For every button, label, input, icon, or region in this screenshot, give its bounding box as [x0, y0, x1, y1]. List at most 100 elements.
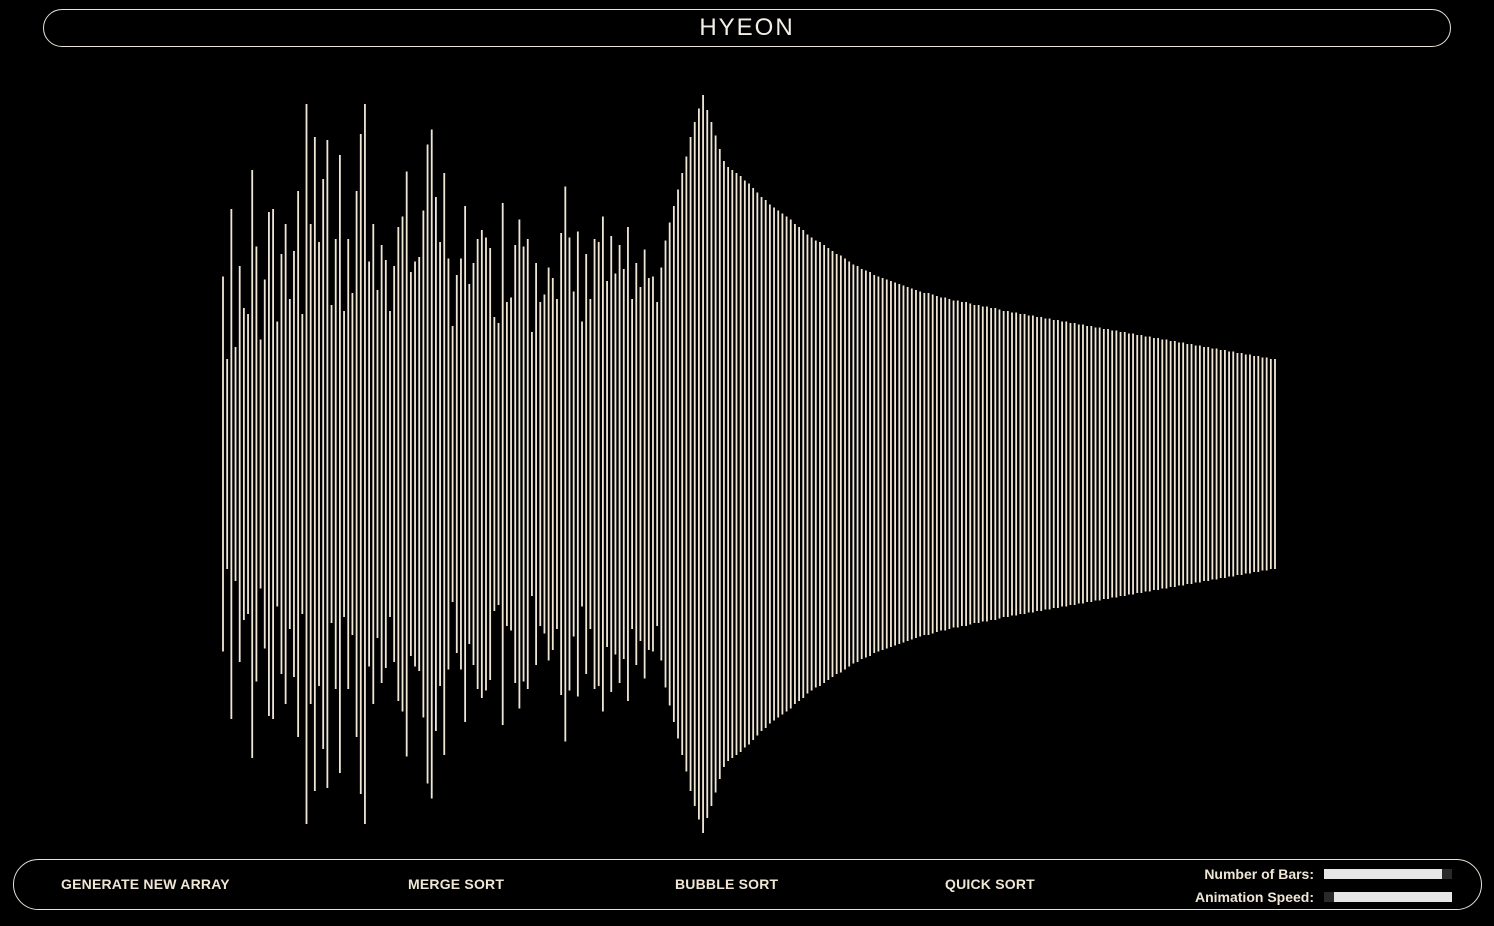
array-bar — [418, 257, 421, 671]
array-bar — [835, 254, 838, 674]
array-bar — [1215, 348, 1218, 580]
array-bar — [564, 186, 567, 742]
array-bar — [251, 170, 254, 758]
array-bar — [714, 135, 717, 793]
array-bar — [297, 191, 300, 737]
array-bar — [280, 254, 283, 674]
animation-speed-slider[interactable] — [1324, 892, 1452, 902]
array-bar — [501, 203, 504, 725]
array-bar — [940, 297, 942, 631]
array-bar — [272, 209, 274, 719]
array-bar — [810, 237, 813, 691]
array-bar — [505, 302, 508, 626]
array-bar — [589, 299, 592, 629]
array-bar — [222, 276, 224, 652]
array-bar — [952, 300, 955, 628]
array-bar — [1219, 350, 1222, 578]
array-bar — [877, 276, 880, 652]
array-bar — [1240, 353, 1243, 575]
array-bar — [660, 267, 663, 661]
array-bar — [1023, 314, 1026, 614]
number-of-bars-slider-fill — [1324, 869, 1442, 879]
array-bar — [430, 129, 433, 799]
array-bar — [743, 180, 746, 748]
array-bar — [568, 237, 571, 691]
bubble-sort-button[interactable]: BUBBLE SORT — [675, 876, 779, 892]
array-bar — [927, 293, 930, 635]
array-bar — [885, 279, 888, 649]
array-bar — [935, 296, 938, 632]
array-bar — [581, 321, 583, 607]
array-bar — [881, 278, 884, 650]
array-bar — [1082, 324, 1084, 604]
array-bar — [652, 276, 654, 652]
array-bar — [393, 266, 396, 662]
array-bar — [1119, 332, 1122, 596]
array-bar — [1136, 335, 1139, 593]
array-bar — [585, 254, 588, 674]
array-bar — [518, 219, 521, 709]
array-bar — [531, 332, 533, 596]
array-bar — [706, 110, 709, 818]
array-bar — [1036, 317, 1038, 611]
array-bar — [1006, 311, 1009, 617]
array-bar — [1207, 347, 1210, 581]
array-bar — [401, 216, 404, 712]
array-bar — [1269, 359, 1272, 569]
array-bar — [601, 216, 604, 712]
array-bar — [318, 242, 320, 686]
array-bar — [472, 263, 475, 665]
array-bar — [510, 297, 512, 631]
array-bar — [556, 299, 558, 629]
array-bar — [263, 279, 266, 649]
array-bar — [572, 291, 575, 637]
array-bar — [1194, 345, 1197, 583]
array-bar — [827, 248, 830, 680]
array-bar — [1224, 350, 1226, 578]
array-bar — [1249, 354, 1251, 574]
array-bar — [994, 308, 997, 620]
array-bar — [1019, 314, 1022, 614]
array-bar — [831, 251, 834, 677]
array-bar — [1044, 318, 1047, 610]
array-bar — [977, 305, 980, 623]
array-bar — [702, 95, 704, 833]
array-bar — [535, 263, 537, 665]
array-bar — [802, 230, 805, 698]
array-bar — [1127, 333, 1130, 595]
animation-speed-control: Animation Speed: — [1164, 889, 1452, 905]
generate-new-array-button[interactable]: GENERATE NEW ARRAY — [61, 876, 230, 892]
array-bar — [476, 239, 479, 689]
array-bar — [334, 239, 337, 689]
array-bar — [919, 291, 922, 637]
merge-sort-button[interactable]: MERGE SORT — [408, 876, 505, 892]
number-of-bars-slider[interactable] — [1324, 869, 1452, 879]
array-bar — [773, 207, 775, 721]
array-bar — [560, 233, 563, 695]
array-bar — [268, 212, 270, 716]
array-bar — [497, 323, 500, 605]
array-bar — [1061, 321, 1063, 607]
array-bar — [330, 305, 333, 623]
array-bar — [672, 206, 675, 722]
array-bar — [313, 137, 316, 791]
array-bar — [305, 104, 308, 824]
array-bar — [618, 245, 621, 683]
animation-speed-slider-fill — [1334, 892, 1452, 902]
array-bar — [1094, 327, 1097, 601]
array-bar — [723, 161, 725, 767]
array-bar — [543, 294, 546, 634]
array-bar — [990, 308, 993, 620]
array-bar — [455, 275, 458, 653]
quick-sort-button[interactable]: QUICK SORT — [945, 876, 1035, 892]
array-bar — [910, 288, 913, 640]
array-bar — [1086, 326, 1089, 602]
array-bar — [1090, 326, 1093, 602]
array-bar — [234, 347, 237, 581]
array-bar — [973, 305, 976, 623]
array-bar — [435, 197, 437, 731]
array-bar — [1261, 357, 1264, 571]
array-bar — [785, 216, 788, 712]
array-bar — [647, 278, 650, 650]
